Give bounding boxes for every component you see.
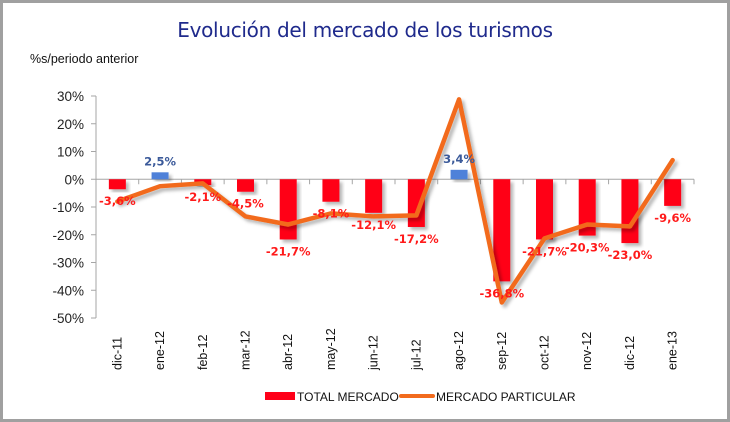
x-tick-label: jun-12 — [367, 335, 381, 371]
y-tick-label: -40% — [52, 283, 84, 298]
data-label-mar-12: -4,5% — [227, 197, 264, 211]
y-axis: 30% 20% 10% 0% -10% -20% -30% -40% -50% — [52, 89, 97, 326]
x-tick-label: feb-12 — [196, 335, 210, 370]
line-series-mercado-particular — [115, 97, 675, 305]
y-tick-label: 0% — [64, 172, 84, 187]
x-tick-label: jul-12 — [409, 339, 423, 371]
bar-oct-12 — [536, 179, 553, 240]
x-axis: dic-11 ene-12 feb-12 mar-12 abr-12 may-12 jun-… — [95, 178, 695, 371]
bar-may-12 — [322, 179, 340, 202]
y-tick-label: 20% — [57, 117, 84, 132]
bar-dic-11 — [108, 179, 126, 190]
y-tick-label: 30% — [57, 89, 84, 104]
y-tick-label: -20% — [52, 228, 84, 243]
x-tick-label: nov-12 — [580, 332, 594, 370]
legend-label-mercado-particular: MERCADO PARTICULAR — [436, 390, 576, 404]
x-tick-label: may-12 — [324, 328, 338, 370]
bar-ago-12 — [450, 169, 468, 180]
y-tick-label: 10% — [57, 145, 84, 160]
bar-mar-12 — [237, 179, 254, 192]
bar-ene-12 — [151, 172, 169, 180]
bar-jun-12 — [365, 179, 383, 213]
data-labels: -3,6% 2,5% -2,1% -4,5% -21,7% -8,1%-12,1%-17,… — [99, 152, 691, 301]
data-label-jun-12: -12,1% — [351, 218, 396, 232]
x-tick-label: dic-11 — [110, 337, 124, 370]
y-tick-label: -10% — [52, 200, 84, 215]
legend: TOTAL MERCADO MERCADO PARTICULAR — [265, 390, 576, 404]
line-mercado-particular — [115, 97, 675, 305]
data-label-ene-13: -9,6% — [654, 211, 691, 225]
data-label-ago-12: 3,4% — [443, 152, 475, 166]
x-tick-label: sep-12 — [495, 332, 509, 370]
x-tick-label: ene-13 — [666, 331, 680, 370]
x-tick-label: dic-12 — [623, 336, 637, 370]
data-label-dic-11: -3,6% — [99, 194, 136, 208]
x-tick-label: oct-12 — [538, 335, 552, 370]
data-label-nov-12: -20,3% — [565, 241, 610, 255]
bar-ene-13 — [664, 179, 682, 206]
legend-label-total-mercado: TOTAL MERCADO — [297, 390, 399, 404]
y-tick-label: -50% — [52, 311, 84, 326]
data-label-feb-12: -2,1% — [184, 190, 221, 204]
x-tick-label: mar-12 — [239, 330, 253, 370]
y-axis-label: %s/periodo anterior — [30, 52, 139, 66]
data-label-jul-12: -17,2% — [394, 232, 439, 246]
bar-abr-12 — [279, 179, 297, 240]
data-label-oct-12: -21,7% — [522, 244, 567, 258]
bar-nov-12 — [578, 179, 596, 236]
x-tick-label: ago-12 — [452, 331, 466, 370]
data-label-may-12: -8,1% — [313, 207, 350, 221]
x-tick-label: abr-12 — [281, 334, 295, 370]
bar-sep-12 — [493, 179, 511, 282]
data-label-ene-12: 2,5% — [144, 154, 176, 168]
chart-title: Evolución del mercado de los turismos — [177, 18, 553, 42]
data-label-dic-12: -23,0% — [608, 248, 653, 262]
data-label-abr-12: -21,7% — [266, 244, 311, 258]
bar-dic-12 — [621, 179, 639, 244]
data-label-sep-12: -36,8% — [479, 286, 524, 300]
y-tick-label: -30% — [52, 256, 84, 271]
legend-swatch-total-mercado — [265, 392, 295, 400]
x-tick-label: ene-12 — [153, 331, 167, 370]
